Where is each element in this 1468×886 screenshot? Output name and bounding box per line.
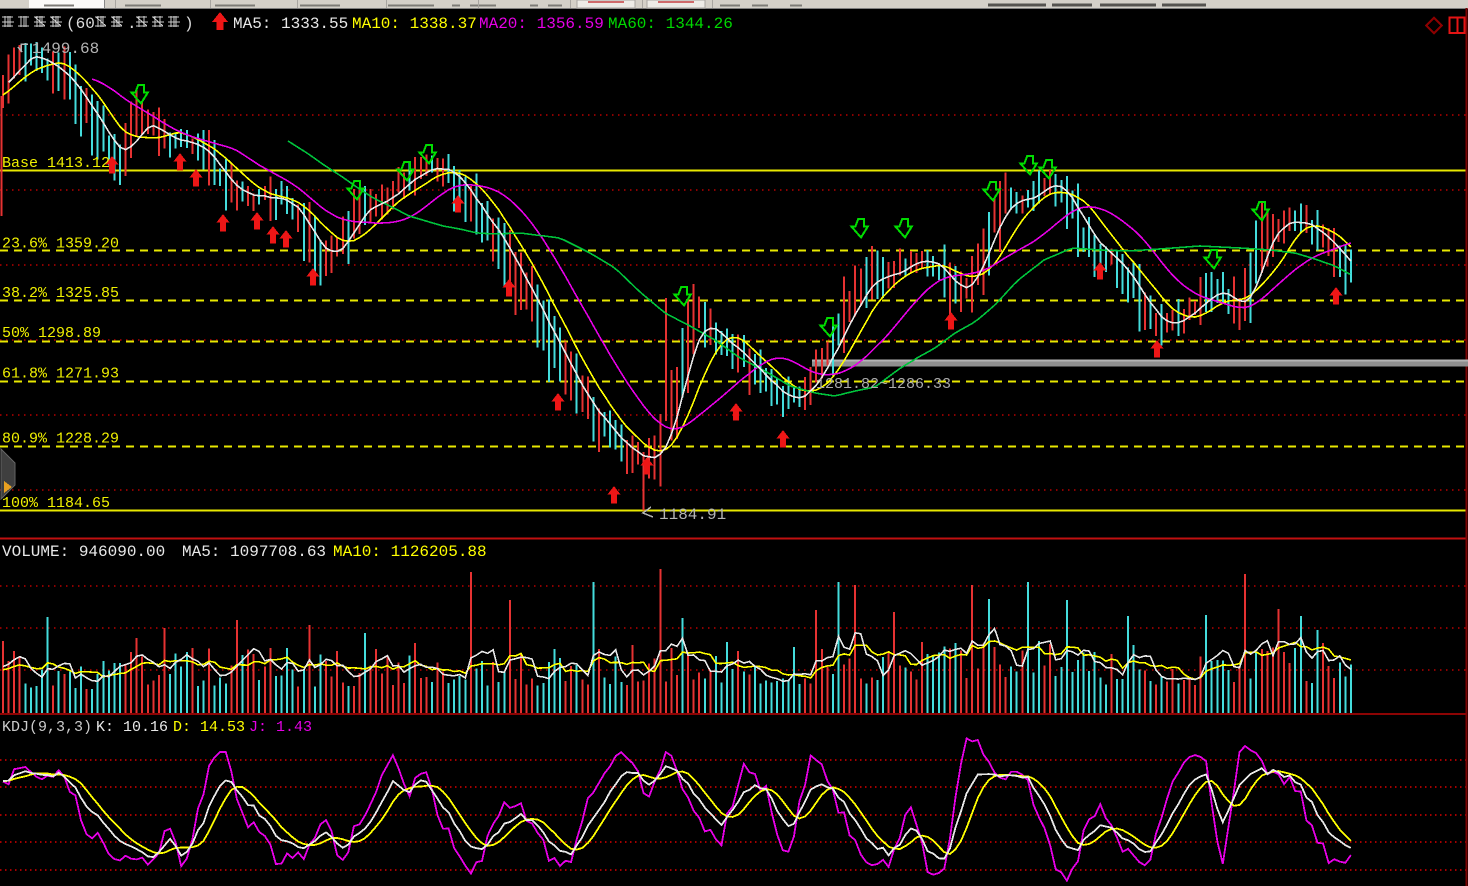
svg-text:D: 14.53: D: 14.53 — [173, 719, 245, 736]
svg-text:80.9% 1228.29: 80.9% 1228.29 — [2, 431, 119, 448]
svg-text:MA20: 1356.59: MA20: 1356.59 — [479, 15, 604, 33]
svg-text:1281.82~1286.33: 1281.82~1286.33 — [816, 376, 951, 393]
svg-text:J: 1.43: J: 1.43 — [249, 719, 312, 736]
svg-text:.: . — [127, 15, 137, 33]
svg-text:38.2% 1325.85: 38.2% 1325.85 — [2, 285, 119, 302]
svg-text:VOLUME: 946090.00: VOLUME: 946090.00 — [2, 543, 165, 561]
svg-text:MA10: 1338.37: MA10: 1338.37 — [352, 15, 477, 33]
svg-text:MA5: 1097708.63: MA5: 1097708.63 — [182, 543, 326, 561]
svg-text:1184.91: 1184.91 — [659, 506, 726, 524]
svg-text:Base 1413.12: Base 1413.12 — [2, 155, 110, 172]
svg-text:1499.68: 1499.68 — [32, 40, 99, 58]
svg-text:61.8% 1271.93: 61.8% 1271.93 — [2, 366, 119, 383]
svg-text:100% 1184.65: 100% 1184.65 — [2, 495, 110, 512]
svg-text:MA60: 1344.26: MA60: 1344.26 — [608, 15, 733, 33]
svg-text:KDJ(9,3,3): KDJ(9,3,3) — [2, 719, 92, 736]
svg-text:50% 1298.89: 50% 1298.89 — [2, 325, 101, 342]
svg-text:MA10: 1126205.88: MA10: 1126205.88 — [333, 543, 487, 561]
svg-text:K: 10.16: K: 10.16 — [96, 719, 168, 736]
svg-text:): ) — [184, 15, 194, 33]
svg-text:MA5: 1333.55: MA5: 1333.55 — [233, 15, 348, 33]
svg-text:23.6% 1359.20: 23.6% 1359.20 — [2, 236, 119, 253]
svg-text:(60: (60 — [66, 15, 95, 33]
